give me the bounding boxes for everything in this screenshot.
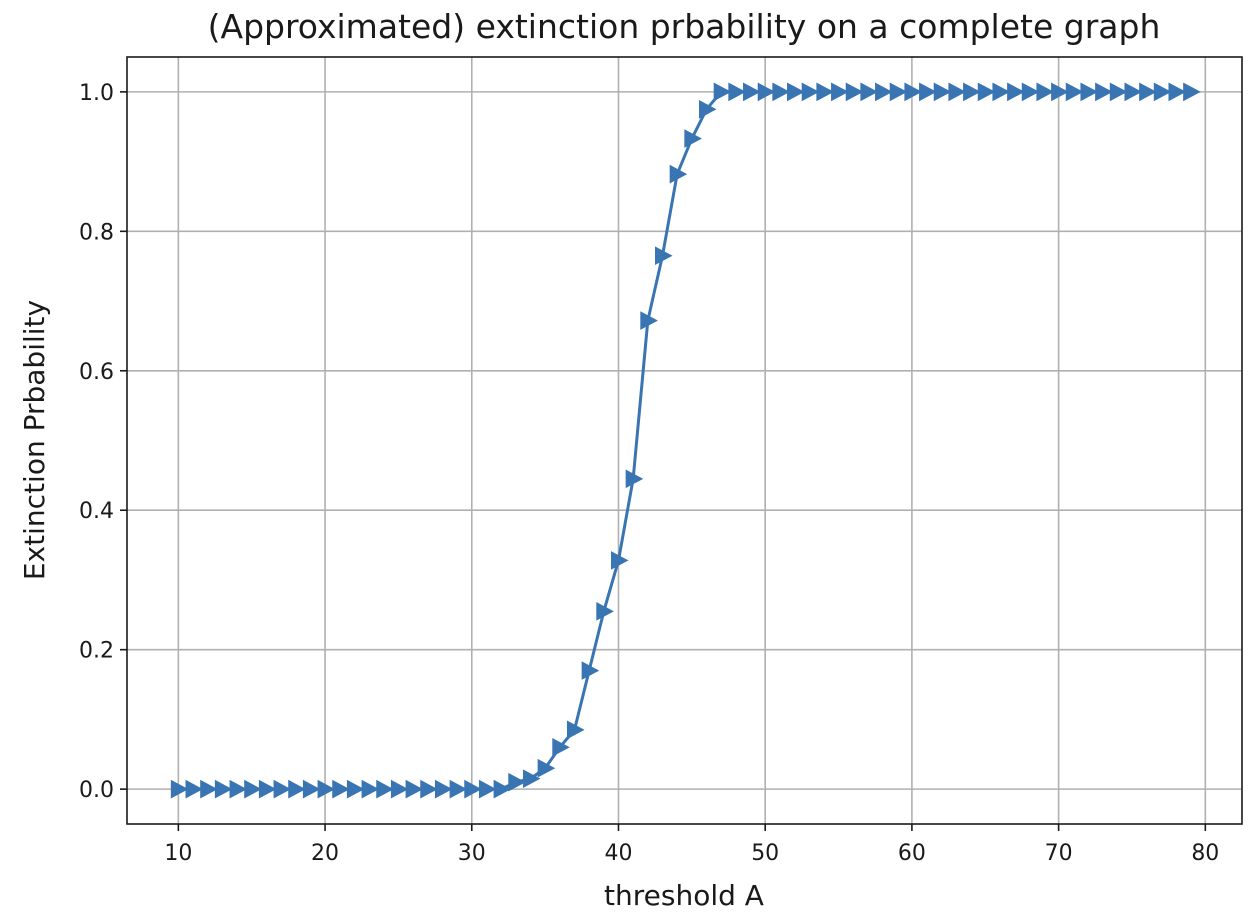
data-point-marker bbox=[229, 779, 248, 799]
data-point-marker bbox=[346, 779, 365, 799]
data-point-marker bbox=[1124, 82, 1143, 102]
x-axis-label: threshold A bbox=[604, 879, 764, 912]
series-line bbox=[176, 90, 1193, 791]
data-point-marker bbox=[669, 164, 688, 184]
data-point-marker bbox=[552, 737, 570, 757]
data-point-marker bbox=[596, 601, 614, 621]
data-point-marker bbox=[537, 758, 556, 778]
y-tick-label: 0.4 bbox=[79, 499, 114, 524]
x-tick-label: 20 bbox=[311, 841, 339, 866]
data-point-marker bbox=[405, 779, 424, 799]
data-point-marker bbox=[801, 82, 820, 102]
plot-frame bbox=[126, 56, 1243, 825]
y-tick-label: 0.2 bbox=[79, 639, 114, 664]
data-point-marker bbox=[757, 82, 776, 102]
data-point-marker bbox=[889, 82, 908, 102]
data-point-marker bbox=[875, 82, 893, 102]
data-point-marker bbox=[610, 551, 629, 570]
data-point-marker bbox=[493, 779, 512, 799]
data-point-marker bbox=[904, 82, 922, 102]
series-layer bbox=[170, 82, 1201, 799]
data-point-marker bbox=[288, 779, 306, 799]
data-point-marker bbox=[361, 779, 380, 799]
data-point-marker bbox=[933, 82, 952, 102]
data-point-marker bbox=[1065, 82, 1084, 102]
data-point-marker bbox=[390, 779, 409, 799]
data-point-marker bbox=[992, 82, 1010, 102]
data-point-marker bbox=[640, 311, 658, 330]
data-point-marker bbox=[478, 779, 497, 799]
data-point-marker bbox=[1168, 82, 1187, 102]
data-point-marker bbox=[1139, 82, 1157, 102]
data-point-marker bbox=[860, 82, 878, 102]
data-point-marker bbox=[831, 82, 849, 102]
axis-ticks: 10 20 30 40 50 60 70 80 0.0 0.2 0.4 0.6 0.8 1.0 bbox=[79, 81, 1219, 866]
y-tick-label: 0.0 bbox=[79, 778, 114, 803]
data-point-marker bbox=[214, 779, 233, 799]
series-markers bbox=[170, 82, 1201, 799]
data-point-marker bbox=[434, 779, 453, 799]
grid bbox=[127, 57, 1242, 824]
data-point-marker bbox=[654, 246, 673, 266]
x-tick-label: 30 bbox=[458, 841, 486, 866]
data-point-marker bbox=[420, 779, 438, 799]
data-point-marker bbox=[1153, 82, 1172, 102]
data-point-marker bbox=[1007, 82, 1025, 102]
y-tick-label: 0.8 bbox=[79, 220, 114, 245]
x-tick-label: 70 bbox=[1045, 841, 1073, 866]
data-point-marker bbox=[845, 82, 864, 102]
data-point-marker bbox=[170, 779, 189, 799]
data-point-marker bbox=[258, 779, 277, 799]
data-point-marker bbox=[625, 469, 644, 489]
data-point-marker bbox=[566, 720, 585, 740]
data-point-marker bbox=[684, 129, 702, 148]
x-tick-label: 80 bbox=[1191, 841, 1219, 866]
data-point-marker bbox=[1021, 82, 1040, 102]
data-point-marker bbox=[963, 82, 981, 102]
data-point-marker bbox=[743, 82, 761, 102]
data-point-marker bbox=[728, 82, 746, 102]
data-point-marker bbox=[919, 82, 937, 102]
data-point-marker bbox=[185, 779, 204, 799]
data-point-marker bbox=[1183, 82, 1201, 102]
data-point-marker bbox=[1109, 82, 1128, 102]
data-point-marker bbox=[948, 82, 966, 102]
chart-title: (Approximated) extinction prbability on … bbox=[208, 7, 1161, 46]
data-point-marker bbox=[581, 661, 600, 680]
data-point-marker bbox=[244, 779, 262, 799]
data-point-marker bbox=[273, 779, 292, 799]
data-point-marker bbox=[699, 99, 717, 119]
x-tick-label: 40 bbox=[604, 841, 632, 866]
data-point-marker bbox=[1051, 82, 1069, 102]
data-point-marker bbox=[464, 779, 482, 799]
data-point-marker bbox=[1095, 82, 1113, 102]
data-point-marker bbox=[1080, 82, 1099, 102]
x-tick-label: 60 bbox=[898, 841, 926, 866]
data-point-marker bbox=[376, 779, 394, 799]
data-point-marker bbox=[816, 82, 834, 102]
data-point-marker bbox=[1036, 82, 1055, 102]
data-point-marker bbox=[508, 772, 526, 792]
data-point-marker bbox=[200, 779, 218, 799]
x-tick-label: 10 bbox=[164, 841, 192, 866]
y-tick-label: 0.6 bbox=[79, 360, 114, 385]
data-point-marker bbox=[449, 779, 468, 799]
data-point-marker bbox=[522, 769, 541, 789]
data-point-marker bbox=[787, 82, 805, 102]
data-point-marker bbox=[713, 82, 732, 102]
y-tick-label: 1.0 bbox=[79, 81, 114, 106]
data-point-marker bbox=[332, 779, 350, 799]
x-tick-label: 50 bbox=[751, 841, 779, 866]
data-point-marker bbox=[302, 779, 321, 799]
data-point-marker bbox=[317, 779, 336, 799]
data-point-marker bbox=[772, 82, 790, 102]
y-axis-label: Extinction Prbability bbox=[18, 300, 51, 580]
data-point-marker bbox=[977, 82, 996, 102]
